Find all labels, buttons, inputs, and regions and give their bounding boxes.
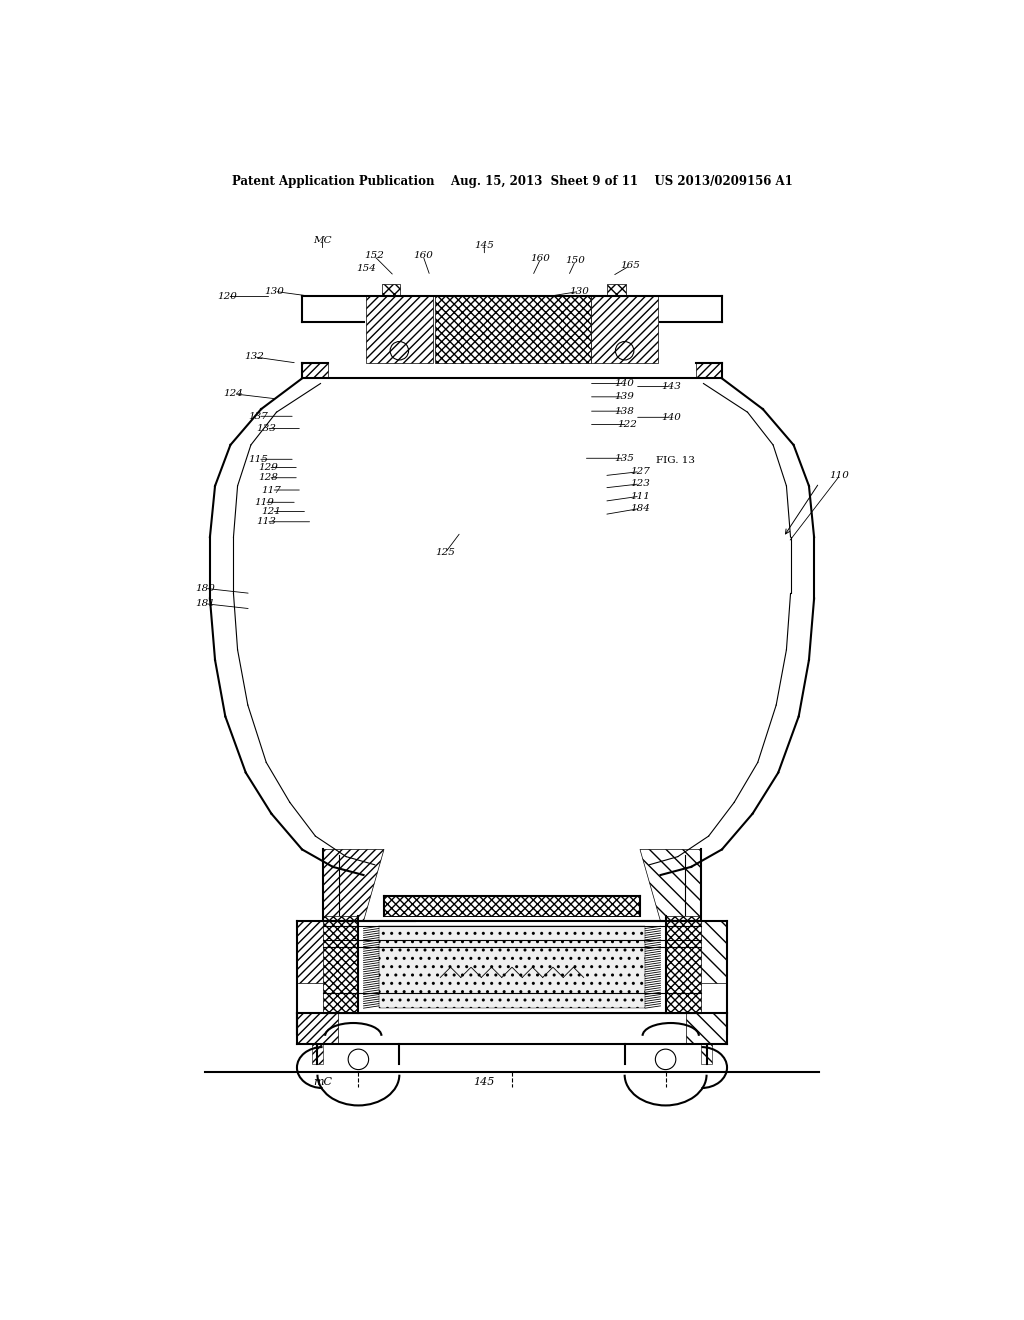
Text: 130: 130: [264, 286, 285, 296]
Text: 132: 132: [244, 352, 264, 362]
Bar: [367, 297, 433, 363]
Polygon shape: [701, 1044, 712, 1064]
Text: 120: 120: [217, 292, 238, 301]
Text: 123: 123: [630, 479, 650, 488]
Text: 135: 135: [614, 454, 635, 463]
Text: 117: 117: [261, 486, 282, 495]
Bar: [297, 1014, 338, 1044]
Text: 130: 130: [569, 286, 590, 296]
Text: FIG. 13: FIG. 13: [656, 455, 695, 465]
Bar: [323, 916, 358, 1014]
Text: 150: 150: [565, 256, 586, 265]
Bar: [302, 363, 328, 379]
Text: 145: 145: [474, 1077, 495, 1086]
Text: 140: 140: [660, 413, 681, 422]
Polygon shape: [640, 850, 701, 921]
Text: 143: 143: [660, 381, 681, 391]
Text: 115: 115: [248, 455, 268, 463]
Bar: [434, 297, 592, 363]
Bar: [379, 927, 645, 1008]
Bar: [592, 297, 658, 363]
Text: 165: 165: [620, 261, 640, 271]
Text: 133: 133: [256, 424, 276, 433]
Polygon shape: [312, 1044, 323, 1064]
Text: 181: 181: [195, 599, 215, 609]
Polygon shape: [323, 850, 384, 921]
Text: mC: mC: [313, 1077, 332, 1086]
Bar: [382, 284, 400, 297]
Bar: [384, 895, 640, 916]
Text: 160: 160: [530, 253, 551, 263]
Text: 124: 124: [223, 389, 244, 399]
Bar: [666, 921, 727, 982]
Text: MC: MC: [313, 236, 332, 244]
Text: 129: 129: [258, 463, 279, 473]
Bar: [696, 363, 722, 379]
Bar: [686, 1014, 727, 1044]
Bar: [297, 921, 358, 982]
Text: 111: 111: [630, 491, 650, 500]
Text: 180: 180: [195, 583, 215, 593]
Text: 145: 145: [474, 240, 495, 249]
Text: 128: 128: [258, 474, 279, 482]
Text: 127: 127: [630, 467, 650, 477]
Text: 121: 121: [261, 507, 282, 516]
Text: 122: 122: [617, 420, 638, 429]
Bar: [607, 284, 626, 297]
Text: 113: 113: [256, 517, 276, 527]
Text: 139: 139: [614, 392, 635, 401]
Text: 152: 152: [364, 251, 384, 260]
Text: 137: 137: [248, 412, 268, 421]
Bar: [666, 916, 701, 1014]
Text: 154: 154: [356, 264, 377, 273]
Text: 184: 184: [630, 504, 650, 513]
Text: 140: 140: [614, 379, 635, 388]
Text: 160: 160: [413, 251, 433, 260]
Text: 138: 138: [614, 407, 635, 416]
Text: 119: 119: [254, 498, 274, 507]
Text: 110: 110: [829, 471, 850, 480]
Text: 125: 125: [435, 548, 456, 557]
Text: Patent Application Publication    Aug. 15, 2013  Sheet 9 of 11    US 2013/020915: Patent Application Publication Aug. 15, …: [231, 176, 793, 189]
